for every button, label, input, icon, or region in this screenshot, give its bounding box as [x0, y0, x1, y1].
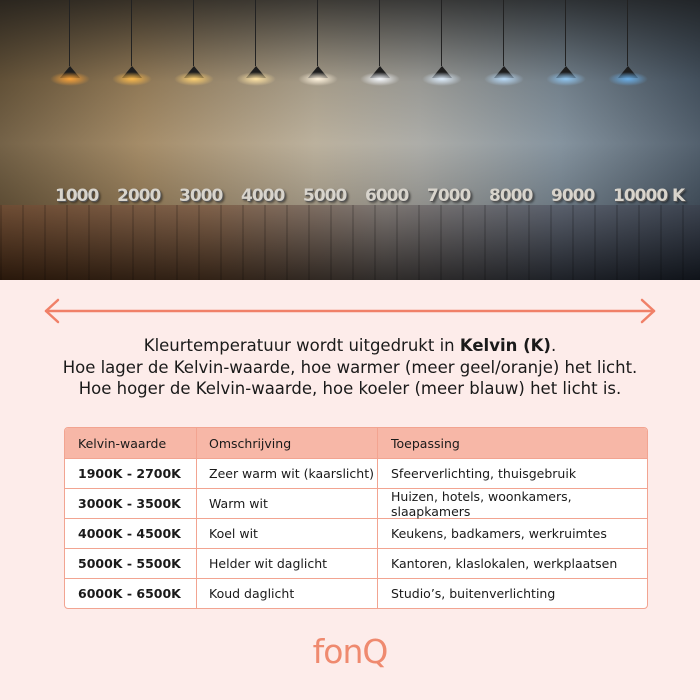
kelvin-label: 1000 [55, 186, 99, 206]
kelvin-table: Kelvin-waarde Omschrijving Toepassing 19… [64, 427, 648, 609]
kelvin-cell: 6000K - 6500K [65, 579, 197, 608]
description-cell: Helder wit daglicht [197, 549, 378, 578]
table-row: 6000K - 6500K Koud daglicht Studio’s, buit… [65, 578, 647, 608]
table-row: 1900K - 2700K Zeer warm wit (kaarslicht) S… [65, 458, 647, 488]
kelvin-label: 8000 [489, 186, 533, 206]
table-row: 4000K - 4500K Koel wit Keukens, badkamers,… [65, 518, 647, 548]
description-cell: Koel wit [197, 519, 378, 548]
intro-text: Kleurtemperatuur wordt uitgedrukt in Kel… [0, 335, 700, 400]
kelvin-cell: 1900K - 2700K [65, 459, 197, 488]
double-arrow-icon [44, 298, 656, 324]
table-header: Kelvin-waarde Omschrijving Toepassing [65, 428, 647, 458]
kelvin-label: 9000 [551, 186, 595, 206]
fonq-logo: fonQ [312, 632, 389, 671]
description-cell: Warm wit [197, 489, 378, 518]
kelvin-label: 4000 [241, 186, 285, 206]
header-application: Toepassing [391, 435, 460, 451]
kelvin-cell: 5000K - 5500K [65, 549, 197, 578]
kelvin-label: 7000 [427, 186, 471, 206]
kelvin-cell: 4000K - 4500K [65, 519, 197, 548]
description-cell: Zeer warm wit (kaarslicht) [197, 459, 378, 488]
intro-line-2: Hoe lager de Kelvin-waarde, hoe warmer (… [62, 357, 638, 377]
application-cell: Studio’s, buitenverlichting [391, 586, 556, 601]
intro-line-1: Kleurtemperatuur wordt uitgedrukt in Kel… [143, 336, 557, 355]
table-row: 5000K - 5500K Helder wit daglicht Kantoren… [65, 548, 647, 578]
description-cell: Koud daglicht [197, 579, 378, 608]
application-cell: Kantoren, klaslokalen, werkplaatsen [391, 556, 618, 571]
header-description: Omschrijving [197, 428, 378, 458]
application-cell: Keukens, badkamers, werkruimtes [391, 526, 607, 541]
kelvin-cell: 3000K - 3500K [65, 489, 197, 518]
kelvin-label: 10000 K [613, 186, 685, 206]
color-temperature-photo: 1000 2000 3000 4000 5000 6000 7000 8000 9000 1000… [0, 0, 700, 280]
application-cell: Huizen, hotels, woonkamers, slaapkamers [391, 488, 572, 519]
kelvin-label: 2000 [117, 186, 161, 206]
kelvin-label: 3000 [179, 186, 223, 206]
header-kelvin: Kelvin-waarde [65, 428, 197, 458]
intro-line-3: Hoe hoger de Kelvin-waarde, hoe koeler (… [78, 379, 622, 398]
application-cell: Sfeerverlichting, thuisgebruik [391, 466, 577, 481]
kelvin-label: 6000 [365, 186, 409, 206]
kelvin-label: 5000 [303, 186, 347, 206]
table-row: 3000K - 3500K Warm wit Huizen, hotels, woo… [65, 488, 647, 519]
